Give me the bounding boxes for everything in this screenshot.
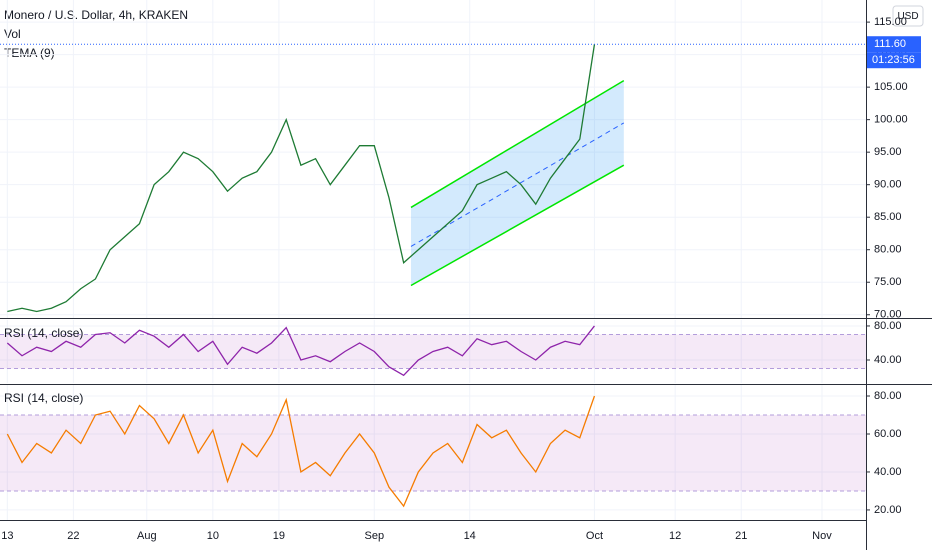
y-tick-label: 90.00	[874, 179, 902, 191]
series-line	[6, 325, 595, 377]
y-tick-label: 115.00	[874, 16, 907, 28]
y-tick-label: 60.00	[874, 428, 902, 440]
pane-legend: RSI (14, close)	[4, 391, 83, 405]
y-tick-label: 80.00	[874, 390, 902, 402]
x-tick-label: Sep	[364, 530, 384, 542]
y-tick-label: 85.00	[874, 211, 902, 223]
x-tick-label: 12	[669, 530, 681, 542]
x-tick-label: Aug	[137, 530, 157, 542]
x-tick-label: 22	[67, 530, 79, 542]
chart-title: Monero / U.S. Dollar, 4h, KRAKEN	[4, 8, 188, 22]
y-tick-label: 40.00	[874, 354, 902, 366]
currency-label[interactable]: USD	[897, 11, 918, 22]
last-price-box	[867, 36, 921, 53]
y-tick-label: 70.00	[874, 309, 902, 321]
x-tick-label: 10	[207, 530, 219, 542]
channel-fill	[410, 80, 624, 286]
pane-legend: RSI (14, close)	[4, 326, 83, 340]
y-tick-label: 75.00	[874, 276, 902, 288]
y-tick-label: 80.00	[874, 244, 902, 256]
x-tick-label: 21	[735, 530, 747, 542]
x-tick-label: 13	[1, 530, 13, 542]
y-tick-label: 80.00	[874, 320, 902, 332]
y-tick-label: 20.00	[874, 504, 902, 516]
y-tick-label: 40.00	[874, 466, 902, 478]
y-tick-label: 105.00	[874, 81, 908, 93]
legend-entry: TEMA (9)	[4, 46, 55, 60]
y-tick-label: 100.00	[874, 114, 908, 126]
y-tick-label: 95.00	[874, 146, 902, 158]
countdown-label: 01:23:56	[872, 54, 915, 66]
x-tick-label: Oct	[586, 530, 603, 542]
channel-line	[410, 164, 625, 287]
x-tick-label: 14	[464, 530, 476, 542]
channel-line	[410, 79, 625, 209]
series-line	[6, 395, 596, 508]
countdown-box	[867, 52, 921, 69]
currency-button[interactable]	[892, 5, 924, 27]
series-line	[7, 44, 596, 313]
x-tick-label: Nov	[812, 530, 832, 542]
legend-entry: Vol	[4, 27, 21, 41]
last-price-label: 111.60	[874, 38, 906, 50]
x-tick-label: 19	[273, 530, 285, 542]
